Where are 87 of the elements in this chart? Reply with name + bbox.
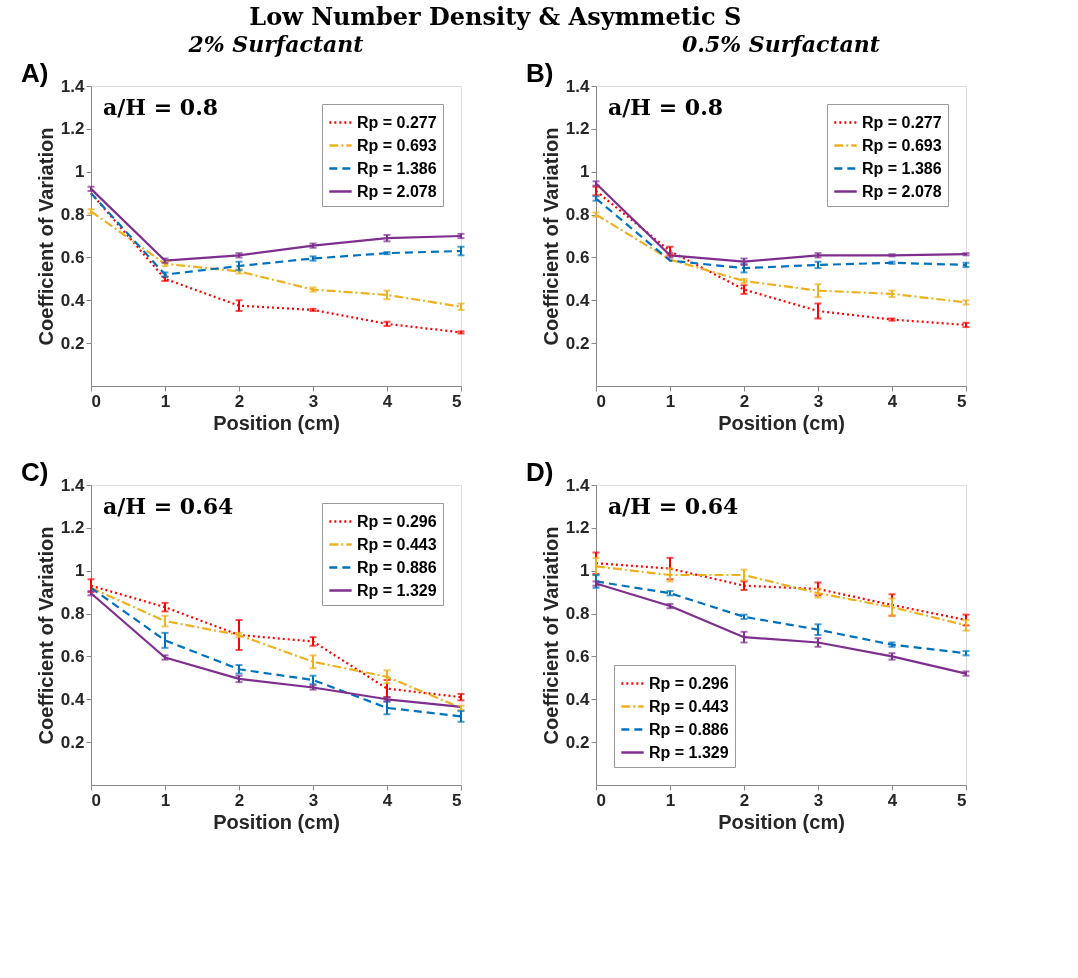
legend-label: Rp = 0.296 (649, 674, 729, 692)
legend-label: Rp = 1.329 (357, 581, 437, 599)
y-tick-label: 1.2 (565, 518, 590, 538)
legend-label: Rp = 0.693 (357, 136, 437, 154)
y-tick-label: 1.2 (60, 518, 85, 538)
x-tick-label: 3 (813, 790, 824, 810)
y-tick-label: 1 (580, 162, 590, 182)
y-axis-title: Coefficient of Variation (539, 127, 562, 346)
x-tick-label: 0 (91, 790, 101, 810)
y-tick-label: 0.2 (565, 732, 590, 752)
x-axis-title: Position (cm) (718, 411, 845, 434)
y-tick-label: 0.6 (565, 646, 590, 666)
y-tick-label: 0.2 (60, 732, 85, 752)
legend-label: Rp = 0.693 (862, 136, 942, 154)
y-tick-label: 0.4 (60, 689, 86, 709)
x-tick-label: 4 (887, 790, 898, 810)
annotation: a/H = 0.64 (608, 493, 739, 519)
legend-label: Rp = 0.296 (357, 512, 437, 530)
y-tick-label: 0.8 (60, 604, 85, 624)
x-axis-title: Position (cm) (213, 810, 340, 833)
x-tick-label: 2 (739, 391, 750, 411)
y-axis-title: Coefficient of Variation (34, 526, 57, 745)
legend-label: Rp = 0.886 (649, 720, 729, 738)
y-tick-label: 0.8 (60, 205, 85, 225)
y-tick-label: 1.4 (565, 76, 591, 96)
legend-label: Rp = 0.443 (649, 697, 729, 715)
y-tick-label: 0.8 (565, 205, 590, 225)
x-tick-label: 1 (665, 790, 676, 810)
text: C) (21, 457, 49, 487)
x-axis-title: Position (cm) (213, 411, 340, 434)
text: D) (526, 457, 554, 487)
annotation: a/H = 0.64 (103, 493, 234, 519)
legend-label: Rp = 1.386 (357, 159, 437, 177)
legend-label: Rp = 2.078 (862, 182, 942, 200)
x-tick-label: 0 (596, 790, 606, 810)
y-tick-label: 1.2 (565, 119, 590, 139)
chart-subtitle: 0.5% Surfactant (682, 31, 880, 57)
chart-subtitle: 2% Surfactant (187, 31, 364, 57)
x-tick-label: 2 (234, 391, 245, 411)
y-tick-label: 1 (580, 561, 590, 581)
x-tick-label: 1 (160, 391, 171, 411)
y-tick-label: 1.2 (60, 119, 85, 139)
y-tick-label: 0.2 (60, 333, 85, 353)
x-tick-label: 3 (308, 790, 319, 810)
y-tick-label: 0.2 (565, 333, 590, 353)
x-tick-label: 0 (91, 391, 101, 411)
y-tick-label: 1 (75, 561, 85, 581)
text: B) (526, 58, 554, 88)
y-tick-label: 0.4 (565, 689, 591, 709)
legend-label: Rp = 0.277 (862, 113, 942, 131)
y-tick-label: 0.6 (565, 247, 590, 267)
legend-label: Rp = 2.078 (357, 182, 437, 200)
y-tick-label: 0.6 (60, 646, 85, 666)
x-tick-label: 5 (957, 790, 967, 810)
x-tick-label: 4 (382, 790, 393, 810)
legend-label: Rp = 1.329 (649, 743, 729, 761)
legend-label: Rp = 0.443 (357, 535, 437, 553)
y-tick-label: 0.6 (60, 247, 85, 267)
legend-label: Rp = 0.277 (357, 113, 437, 131)
x-tick-label: 2 (739, 790, 750, 810)
x-tick-label: 4 (887, 391, 898, 411)
x-tick-label: 5 (957, 391, 967, 411)
x-tick-label: 4 (382, 391, 393, 411)
y-tick-label: 0.4 (60, 290, 86, 310)
x-axis-title: Position (cm) (718, 810, 845, 833)
y-tick-label: 1 (75, 162, 85, 182)
y-axis-title: Coefficient of Variation (34, 127, 57, 346)
chart-title: Low Number Density & Asymmetic S (249, 1, 742, 31)
y-tick-label: 1.4 (60, 475, 86, 495)
y-axis-title: Coefficient of Variation (539, 526, 562, 745)
annotation: a/H = 0.8 (608, 94, 724, 120)
x-tick-label: 3 (813, 391, 824, 411)
x-tick-label: 5 (452, 391, 462, 411)
x-tick-label: 0 (596, 391, 606, 411)
legend-label: Rp = 1.386 (862, 159, 942, 177)
legend-label: Rp = 0.886 (357, 558, 437, 576)
y-tick-label: 0.4 (565, 290, 591, 310)
x-tick-label: 3 (308, 391, 319, 411)
x-tick-label: 1 (665, 391, 676, 411)
y-tick-label: 1.4 (60, 76, 86, 96)
x-tick-label: 5 (452, 790, 462, 810)
x-tick-label: 2 (234, 790, 245, 810)
annotation: a/H = 0.8 (103, 94, 219, 120)
y-tick-label: 1.4 (565, 475, 591, 495)
y-tick-label: 0.8 (565, 604, 590, 624)
x-tick-label: 1 (160, 790, 171, 810)
text: A) (21, 58, 49, 88)
